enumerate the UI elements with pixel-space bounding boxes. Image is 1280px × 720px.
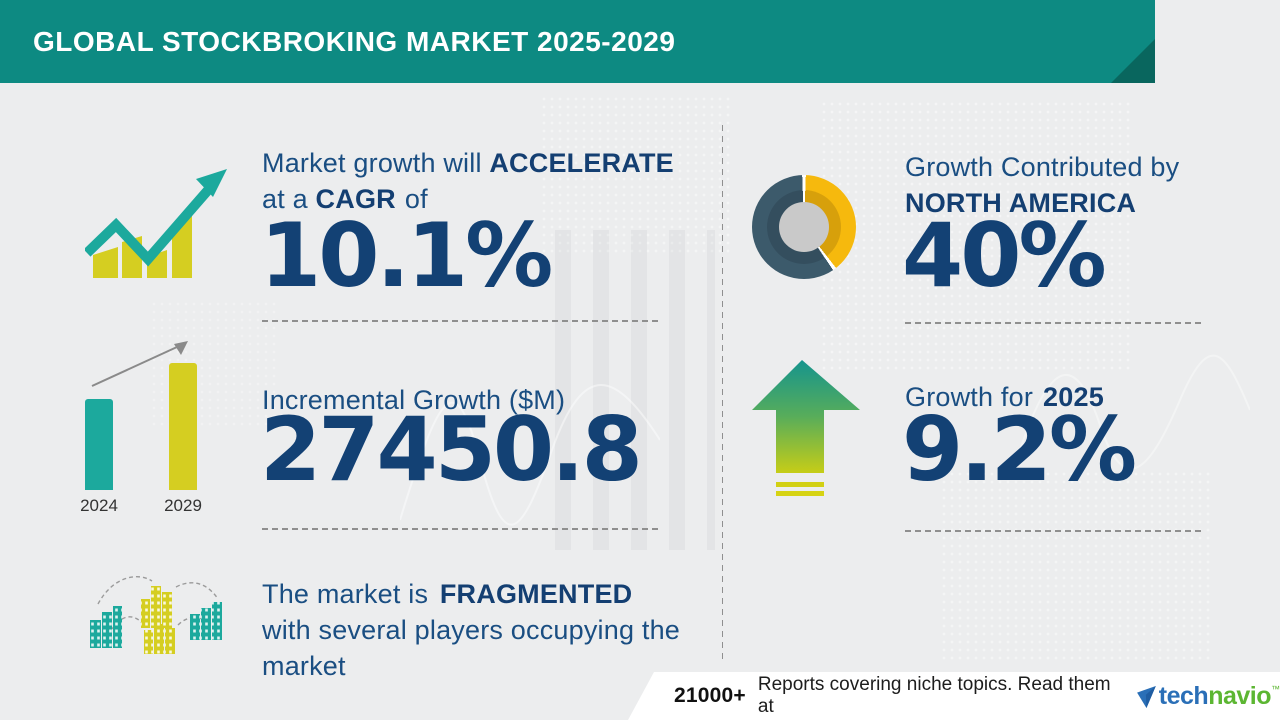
bar-year-2029: 2029 [164,496,202,515]
donut-chart-icon [752,175,856,279]
header-ribbon: GLOBAL STOCKBROKING MARKET 2025-2029 [0,0,1155,83]
yoy-caption: Growth for 2025 [905,379,1104,415]
up-arrow-icon [750,358,862,504]
donut-center [779,202,829,252]
page-title: GLOBAL STOCKBROKING MARKET 2025-2029 [33,26,676,57]
buildings-network-icon [78,572,238,672]
reports-count: 21000+ [674,684,746,707]
region-caption-region: NORTH AMERICA [905,188,1137,218]
footer-bar: 21000+ Reports covering niche topics. Re… [628,672,1280,720]
cagr-value: 10.1% [260,204,553,307]
technavio-logo[interactable]: tech navio ™ [1136,681,1280,711]
growth-trend-icon [83,160,235,285]
region-value: 40% [902,204,1107,307]
background-candlestick-texture [555,230,715,550]
fragmentation-text1: The market is [262,579,436,609]
bar-year-2024: 2024 [80,496,118,515]
dashed-divider [262,320,658,322]
yoy-value: 9.2% [902,398,1137,501]
fragmentation-text2: with several players occupying the [262,615,681,645]
cagr-caption-text2: at a [262,184,316,214]
cagr-caption-cagr: CAGR [315,184,396,214]
yoy-caption-text: Growth for [905,382,1034,412]
incremental-growth-value: 27450.8 [260,398,643,501]
cagr-caption-of: of [404,184,428,214]
footer-tagline: Reports covering niche topics. Read them… [757,674,1111,717]
dashed-divider [905,322,1205,324]
technavio-logo-tech: tech [1158,681,1209,710]
technavio-logo-navio: navio [1208,681,1271,710]
cagr-caption-accelerate: ACCELERATE [489,148,674,178]
column-divider [722,125,723,660]
region-caption: Growth Contributed by NORTH AMERICA [905,149,1179,221]
incremental-growth-label: Incremental Growth ($M) [262,385,566,415]
fragmentation-caption: The market is FRAGMENTED with several pl… [262,576,680,684]
cagr-caption: Market growth will ACCELERATE at a CAGR o… [262,145,674,217]
bar-chart-2024-2029-icon: 2024 2029 [80,340,235,520]
fragmentation-text3: market [262,651,346,681]
dashed-divider [905,530,1205,532]
region-caption-text: Growth Contributed by [905,152,1180,182]
cagr-caption-text: Market growth will [262,148,490,178]
technavio-logo-icon [1136,685,1156,708]
yoy-caption-year: 2025 [1043,382,1104,412]
trademark-symbol: ™ [1271,683,1280,694]
fragmentation-bold: FRAGMENTED [439,579,633,609]
dashed-divider [262,528,658,530]
